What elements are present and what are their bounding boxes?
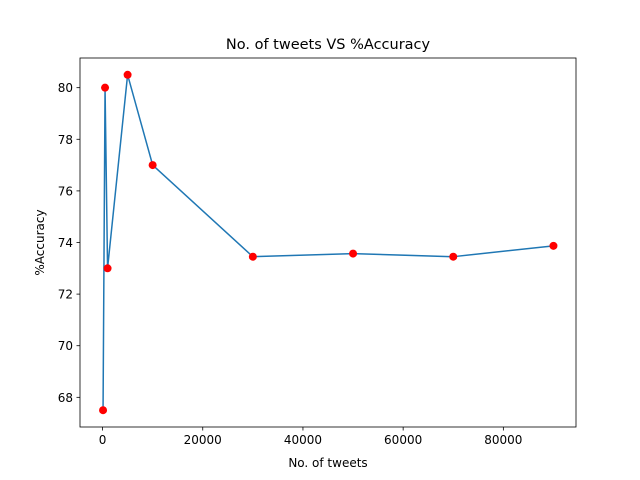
y-tick-label: 68 (58, 391, 73, 405)
x-tick-label: 40000 (284, 433, 322, 447)
data-point (549, 241, 558, 250)
data-point (99, 406, 108, 415)
data-point (349, 249, 358, 258)
data-point (148, 161, 157, 170)
data-point (248, 252, 257, 261)
y-tick-label: 70 (58, 339, 73, 353)
x-tick-label: 60000 (384, 433, 422, 447)
chart-title: No. of tweets VS %Accuracy (226, 37, 431, 53)
x-tick-label: 80000 (484, 433, 522, 447)
y-tick-label: 74 (58, 236, 73, 250)
y-axis-title: %Accuracy (33, 209, 47, 275)
plot-frame (79, 57, 577, 428)
y-tick-label: 78 (58, 133, 73, 147)
x-tick-label: 20000 (184, 433, 222, 447)
y-tick-label: 72 (58, 288, 73, 302)
x-axis: 0 20000 40000 60000 80000 (99, 427, 522, 447)
data-point (123, 70, 132, 79)
y-axis: 68 70 72 74 76 78 80 (58, 81, 80, 405)
data-point (101, 83, 110, 92)
y-tick-label: 80 (58, 81, 73, 95)
x-axis-title: No. of tweets (288, 456, 367, 470)
x-tick-label: 0 (99, 433, 107, 447)
y-tick-label: 76 (58, 184, 73, 198)
data-point (449, 252, 458, 261)
data-point (103, 264, 112, 273)
series-layer (99, 70, 558, 415)
